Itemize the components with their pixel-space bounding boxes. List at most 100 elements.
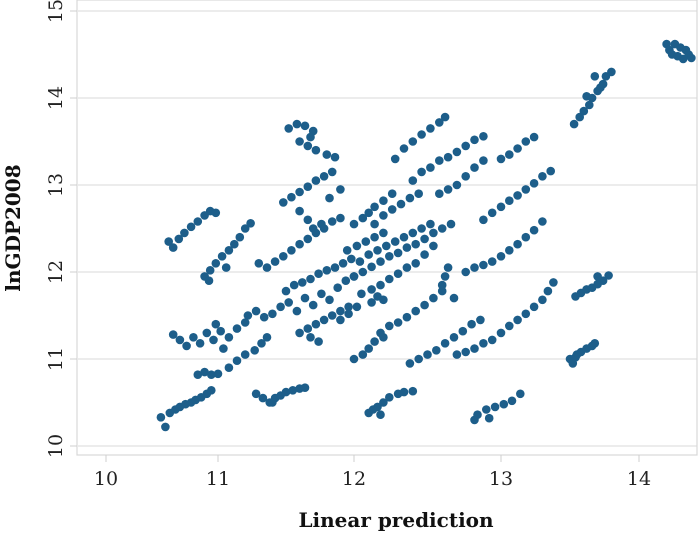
data-point bbox=[243, 311, 253, 320]
x-tick-label: 14 bbox=[627, 468, 651, 490]
data-point bbox=[322, 266, 332, 275]
data-point bbox=[538, 172, 547, 181]
data-point bbox=[499, 399, 509, 409]
data-point bbox=[382, 241, 391, 251]
data-point bbox=[379, 228, 388, 238]
data-point bbox=[211, 208, 221, 218]
data-point bbox=[516, 389, 525, 399]
data-point bbox=[385, 251, 394, 261]
data-point bbox=[420, 234, 429, 244]
data-point bbox=[408, 137, 418, 146]
data-point bbox=[452, 350, 462, 359]
data-point bbox=[279, 198, 288, 207]
data-point bbox=[344, 309, 353, 319]
data-point bbox=[420, 250, 429, 259]
data-point bbox=[467, 319, 476, 329]
data-point bbox=[246, 219, 255, 228]
data-point bbox=[262, 333, 272, 342]
data-point bbox=[319, 315, 329, 325]
data-point bbox=[487, 257, 497, 266]
data-point bbox=[204, 276, 214, 286]
data-point bbox=[336, 306, 345, 316]
data-point bbox=[295, 206, 304, 216]
data-point bbox=[390, 237, 400, 246]
data-point bbox=[295, 328, 304, 338]
data-point bbox=[276, 302, 285, 312]
data-point bbox=[470, 344, 479, 353]
data-point bbox=[311, 319, 321, 329]
data-point bbox=[200, 367, 209, 377]
data-point bbox=[292, 306, 302, 316]
data-point bbox=[461, 172, 471, 181]
data-point bbox=[193, 217, 203, 226]
data-point bbox=[479, 156, 488, 165]
data-point bbox=[604, 271, 613, 280]
data-point bbox=[435, 189, 444, 198]
data-point bbox=[373, 246, 382, 255]
data-point bbox=[336, 315, 345, 325]
data-point bbox=[303, 234, 313, 244]
data-point bbox=[458, 326, 468, 336]
data-point bbox=[429, 228, 438, 238]
data-point bbox=[325, 193, 334, 203]
data-point bbox=[396, 199, 406, 209]
data-point bbox=[435, 156, 444, 165]
data-point bbox=[174, 234, 184, 244]
data-point bbox=[476, 315, 485, 325]
data-point bbox=[259, 312, 269, 322]
data-point bbox=[319, 224, 329, 233]
data-point bbox=[303, 182, 313, 191]
data-point bbox=[569, 119, 579, 129]
data-point bbox=[217, 251, 227, 261]
data-point bbox=[295, 239, 304, 249]
data-point bbox=[385, 393, 394, 402]
data-point bbox=[314, 269, 323, 279]
data-point bbox=[449, 333, 459, 342]
data-point bbox=[479, 215, 488, 225]
data-point bbox=[470, 163, 479, 172]
data-point bbox=[513, 191, 522, 200]
data-point bbox=[432, 346, 441, 355]
data-point bbox=[385, 274, 394, 284]
data-point bbox=[393, 248, 403, 258]
data-point bbox=[479, 260, 488, 270]
data-point bbox=[298, 278, 307, 287]
y-axis-title: lnGDP2008 bbox=[1, 164, 25, 291]
data-point bbox=[224, 333, 234, 342]
data-point bbox=[182, 341, 191, 351]
y-tick-label: 10 bbox=[45, 434, 67, 458]
data-point bbox=[235, 232, 245, 242]
data-point bbox=[168, 330, 178, 339]
data-point bbox=[349, 272, 359, 281]
data-point bbox=[379, 333, 388, 342]
data-point bbox=[443, 152, 453, 162]
data-point bbox=[364, 208, 374, 218]
data-point bbox=[387, 189, 397, 198]
data-point bbox=[521, 232, 531, 242]
data-point bbox=[426, 219, 435, 229]
data-point bbox=[232, 324, 242, 333]
data-point bbox=[387, 205, 397, 214]
data-point bbox=[479, 339, 488, 348]
data-point bbox=[306, 132, 315, 142]
data-point bbox=[221, 263, 231, 272]
data-point bbox=[370, 202, 379, 212]
data-point bbox=[529, 132, 539, 142]
data-point bbox=[358, 213, 368, 223]
data-point bbox=[306, 274, 315, 284]
data-point bbox=[303, 141, 313, 151]
data-point bbox=[327, 311, 337, 320]
data-point bbox=[164, 237, 173, 246]
data-point bbox=[411, 259, 421, 268]
data-point bbox=[582, 92, 591, 101]
data-point bbox=[284, 124, 294, 133]
data-point bbox=[571, 353, 580, 362]
data-point bbox=[521, 309, 531, 319]
data-point bbox=[513, 239, 522, 249]
data-point bbox=[358, 267, 368, 277]
data-point bbox=[417, 130, 426, 139]
data-point bbox=[435, 118, 444, 127]
data-point bbox=[484, 413, 494, 423]
data-point bbox=[405, 193, 415, 203]
